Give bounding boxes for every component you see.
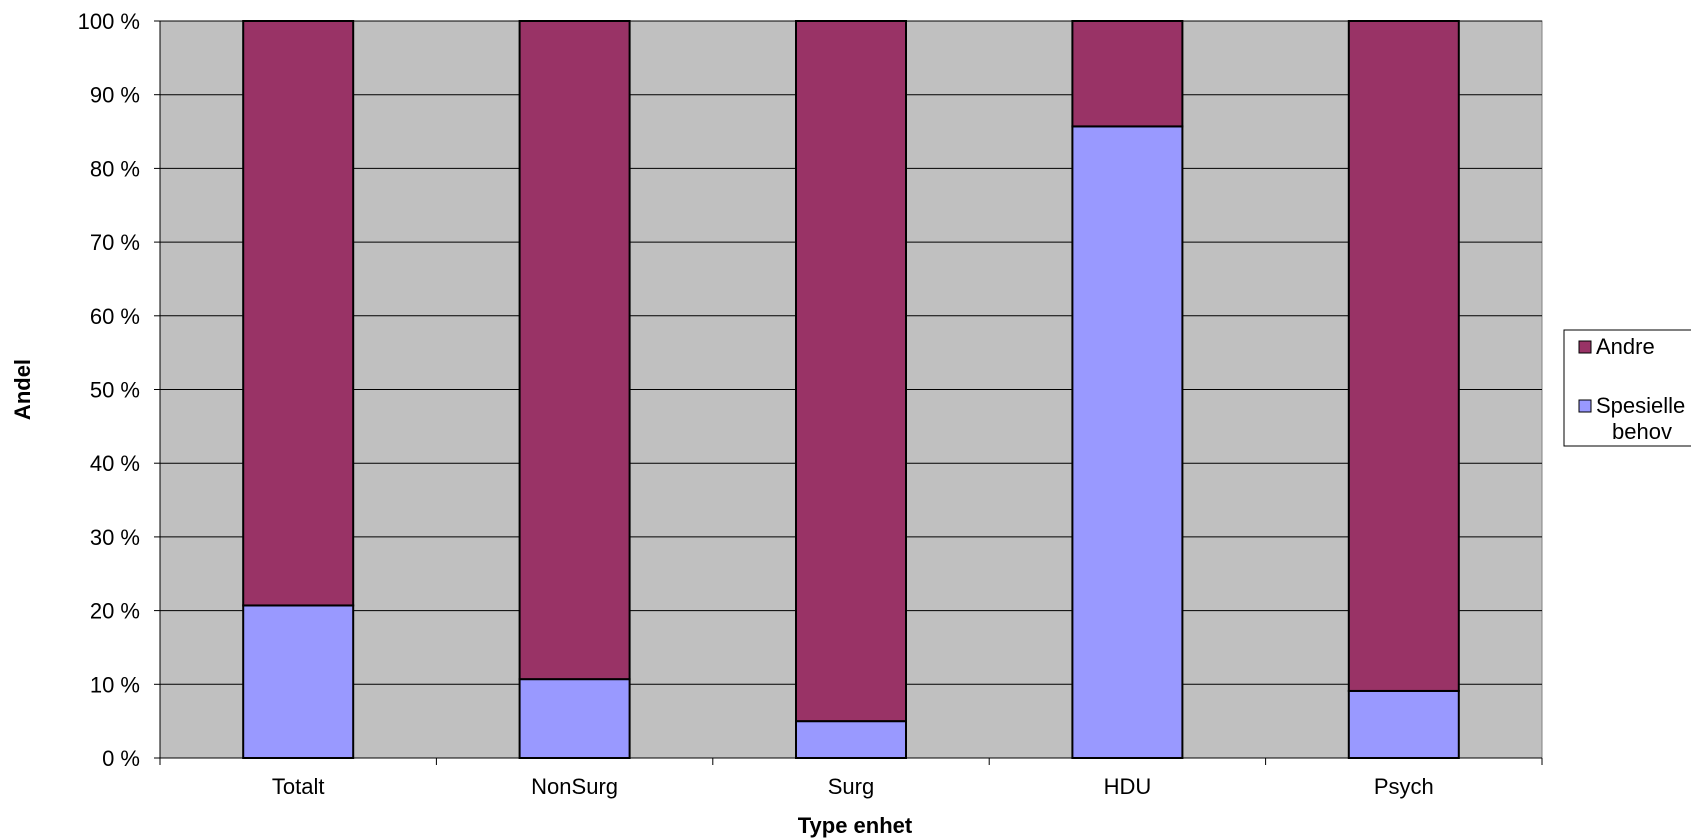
y-tick-label: 80 %: [90, 156, 140, 181]
bar-spesielle-behov-nonsurg: [518, 678, 631, 759]
x-tick-label: HDU: [1104, 774, 1152, 799]
bar-andre-hdu: [1071, 20, 1184, 128]
y-tick-label: 20 %: [90, 599, 140, 624]
bar-spesielle-behov-totalt: [242, 604, 355, 759]
legend-swatch-andre: [1578, 340, 1592, 354]
x-tick-label: Totalt: [272, 774, 325, 799]
axes: [154, 20, 1543, 765]
bar-andre-totalt: [242, 20, 355, 607]
bar-spesielle-behov-psych: [1347, 689, 1460, 759]
bars: [242, 20, 1460, 760]
bar-andre-surg: [795, 20, 907, 723]
y-tick-label: 40 %: [90, 451, 140, 476]
legend-label-andre: Andre: [1596, 334, 1655, 359]
x-axis-title: Type enhet: [798, 813, 913, 838]
y-tick-label: 60 %: [90, 304, 140, 329]
x-tick-labels: Totalt NonSurg Surg HDU Psych: [272, 774, 1434, 799]
bar-andre-nonsurg: [518, 20, 631, 681]
y-tick-label: 30 %: [90, 525, 140, 550]
y-tick-label: 100 %: [78, 9, 140, 34]
legend: Andre Spesielle behov: [1563, 329, 1691, 447]
x-tick-label: NonSurg: [531, 774, 618, 799]
x-tick-label: Psych: [1374, 774, 1434, 799]
legend-swatch-spesielle-behov: [1578, 399, 1592, 413]
y-tick-label: 50 %: [90, 378, 140, 403]
y-axis-title: Andel: [10, 359, 35, 420]
x-tick-label: Surg: [828, 774, 874, 799]
bar-spesielle-behov-surg: [795, 720, 907, 760]
bar-spesielle-behov-hdu: [1071, 125, 1184, 760]
bar-andre-psych: [1347, 20, 1460, 692]
y-tick-label: 90 %: [90, 83, 140, 108]
y-tick-label: 70 %: [90, 230, 140, 255]
legend-label-spesielle-behov: Spesielle behov: [1596, 393, 1685, 444]
y-tick-label: 0 %: [102, 746, 140, 771]
y-tick-label: 10 %: [90, 672, 140, 697]
y-tick-labels: 0 % 10 % 20 % 30 % 40 % 50 % 60 % 70 % 80 % 90 % 1…: [78, 9, 140, 771]
